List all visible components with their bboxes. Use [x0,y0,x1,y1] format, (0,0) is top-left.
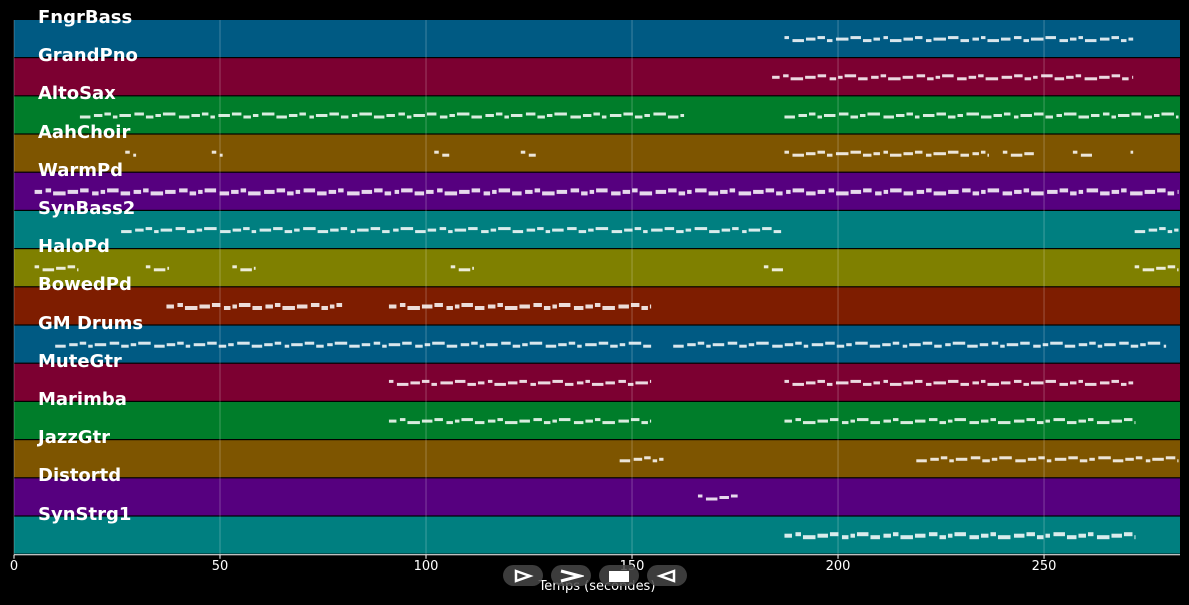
track-label: Distortd [38,465,122,487]
note-segment [619,456,664,463]
note-segment [232,265,256,272]
note-segment [125,150,137,157]
rewind-icon [656,568,676,583]
track-lane [14,249,1180,287]
track-label: Marimba [38,389,127,410]
note-segment [388,418,652,425]
stop-icon [609,570,629,582]
note-segment [1002,150,1034,157]
track-label: BowedPd [38,274,132,296]
track-label: GrandPno [38,45,138,67]
track-label: JazzGtr [38,427,111,449]
note-segment [784,379,1134,386]
note-segment [784,418,1136,425]
note-segment [772,74,1134,81]
note-segment [388,379,652,386]
track-label: WarmPd [38,159,124,181]
track-label: SynBass2 [38,198,136,219]
note-segment [34,188,1179,196]
note-segment [211,150,223,157]
x-tick-label: 200 [825,559,851,574]
track-lane [14,516,1180,554]
play-button[interactable] [503,565,543,586]
note-segment [121,227,782,234]
note-segment [763,265,783,272]
track-lane [14,478,1180,516]
track-lane [14,134,1180,172]
note-segment [55,341,652,348]
x-tick-label: 100 [413,559,439,574]
note-segment [784,150,989,157]
forward-button[interactable] [551,565,591,586]
x-tick-label: 250 [1031,559,1057,574]
note-segment [145,265,170,272]
track-label: SynStrg1 [38,503,132,525]
note-segment [1134,227,1179,234]
note-segment [34,265,79,272]
track-label: HaloPd [38,236,110,258]
note-segment [1072,150,1092,157]
track-label: AahChoir [38,121,131,143]
note-segment [434,150,450,157]
note-segment [166,303,343,310]
track-lane [14,440,1180,478]
note-segment [79,112,685,119]
note-segment [1130,150,1134,154]
note-segment [697,494,738,501]
note-segment [784,532,1136,540]
note-segment [1134,265,1179,272]
note-segment [450,265,474,272]
track-lane [14,363,1180,401]
track-lane [14,20,1180,57]
note-segment [784,112,1179,119]
rewind-button[interactable] [647,565,687,586]
play-icon [514,568,534,583]
note-segment [520,150,536,157]
stop-button[interactable] [599,565,639,586]
note-segment [673,341,1167,348]
track-label: MuteGtr [38,350,122,372]
track-lane [14,325,1180,363]
track-label: AltoSax [38,83,116,105]
chevron-right-icon [560,569,584,582]
note-segment [784,36,1134,43]
track-label: FngrBass [38,7,133,28]
track-label: GM Drums [38,312,144,334]
track-lane [14,58,1180,96]
x-tick-label: 50 [211,559,229,574]
note-segment [388,303,652,310]
x-tick-label: 0 [9,559,19,574]
note-segment [916,456,1179,463]
